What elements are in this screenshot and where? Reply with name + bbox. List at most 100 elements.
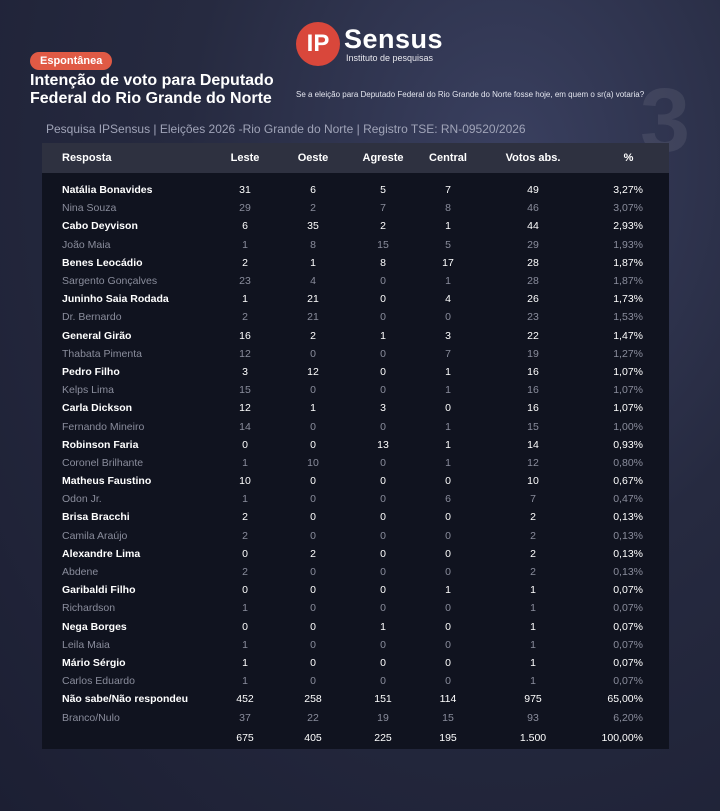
row-label: Sargento Gonçalves xyxy=(62,275,158,288)
row-value: 22 xyxy=(527,329,539,342)
row-value: 0 xyxy=(310,566,316,579)
row-value: 0,07% xyxy=(613,638,643,651)
column-header: Resposta xyxy=(62,152,112,164)
row-value: 23 xyxy=(527,311,539,324)
row-value: 1,07% xyxy=(613,402,643,415)
row-value: 15 xyxy=(527,420,539,433)
column-header: Agreste xyxy=(362,152,404,164)
row-value: 0 xyxy=(445,402,451,415)
total-value: 100,00% xyxy=(601,731,643,744)
row-value: 0,07% xyxy=(613,675,643,688)
row-value: 0 xyxy=(445,638,451,651)
row-value: 0 xyxy=(310,347,316,360)
row-value: 19 xyxy=(527,347,539,360)
row-value: 28 xyxy=(527,256,539,269)
row-value: 44 xyxy=(527,220,539,233)
row-value: 31 xyxy=(239,184,251,197)
row-value: 0 xyxy=(310,584,316,597)
row-value: 0 xyxy=(310,529,316,542)
row-value: 1 xyxy=(242,638,248,651)
row-value: 0,67% xyxy=(613,475,643,488)
row-label: Brisa Bracchi xyxy=(62,511,130,524)
table-row: Juninho Saia Rodada 1 21 0 4 26 1,73% xyxy=(42,290,669,308)
column-header: Central xyxy=(429,152,467,164)
row-value: 65,00% xyxy=(607,693,643,706)
row-value: 1 xyxy=(530,675,536,688)
row-value: 2 xyxy=(242,256,248,269)
row-value: 46 xyxy=(527,202,539,215)
row-value: 21 xyxy=(307,311,319,324)
row-value: 7 xyxy=(380,202,386,215)
row-value: 0 xyxy=(242,438,248,451)
row-label: Matheus Faustino xyxy=(62,475,152,488)
row-label: Alexandre Lima xyxy=(62,547,141,560)
row-label: Leila Maia xyxy=(62,638,110,651)
logo-tagline: Instituto de pesquisas xyxy=(346,53,434,63)
row-value: 0 xyxy=(380,602,386,615)
table-row: Benes Leocádio 2 1 8 17 28 1,87% xyxy=(42,254,669,272)
row-value: 0 xyxy=(380,311,386,324)
row-value: 26 xyxy=(527,293,539,306)
row-value: 2 xyxy=(530,566,536,579)
row-value: 0 xyxy=(445,675,451,688)
row-label: Kelps Lima xyxy=(62,384,114,397)
row-value: 1 xyxy=(445,275,451,288)
row-value: 0,07% xyxy=(613,656,643,669)
table-row: Natália Bonavides 31 6 5 7 49 3,27% xyxy=(42,181,669,199)
row-value: 1 xyxy=(310,402,316,415)
row-value: 0 xyxy=(380,475,386,488)
row-value: 0,80% xyxy=(613,456,643,469)
column-header: Oeste xyxy=(297,152,329,164)
row-value: 13 xyxy=(377,438,389,451)
row-value: 0 xyxy=(380,347,386,360)
row-value: 15 xyxy=(377,238,389,251)
row-value: 0,13% xyxy=(613,529,643,542)
row-label: Natália Bonavides xyxy=(62,184,153,197)
survey-subtitle: Pesquisa IPSensus | Eleições 2026 -Rio G… xyxy=(46,122,526,136)
row-value: 3,27% xyxy=(613,184,643,197)
ipsensus-logo: IP Sensus Instituto de pesquisas xyxy=(296,22,443,66)
row-value: 12 xyxy=(527,456,539,469)
row-value: 1 xyxy=(445,384,451,397)
row-value: 2,93% xyxy=(613,220,643,233)
row-value: 0 xyxy=(380,584,386,597)
row-value: 0 xyxy=(310,602,316,615)
row-label: Garibaldi Filho xyxy=(62,584,136,597)
row-value: 2 xyxy=(242,511,248,524)
row-value: 151 xyxy=(374,693,392,706)
row-value: 0,93% xyxy=(613,438,643,451)
row-value: 1 xyxy=(530,584,536,597)
row-value: 15 xyxy=(239,384,251,397)
total-value: 225 xyxy=(374,731,392,744)
row-value: 49 xyxy=(527,184,539,197)
row-value: 2 xyxy=(380,220,386,233)
row-value: 1,07% xyxy=(613,384,643,397)
row-value: 1,87% xyxy=(613,256,643,269)
row-value: 1,07% xyxy=(613,365,643,378)
row-value: 14 xyxy=(239,420,251,433)
row-value: 8 xyxy=(310,238,316,251)
row-value: 1 xyxy=(445,438,451,451)
table-row: Nega Borges 0 0 1 0 1 0,07% xyxy=(42,618,669,636)
row-label: Cabo Deyvison xyxy=(62,220,138,233)
row-value: 2 xyxy=(242,566,248,579)
table-row: Cabo Deyvison 6 35 2 1 44 2,93% xyxy=(42,217,669,235)
row-value: 2 xyxy=(310,202,316,215)
table-row: Dr. Bernardo 2 21 0 0 23 1,53% xyxy=(42,308,669,326)
row-value: 12 xyxy=(239,347,251,360)
row-value: 16 xyxy=(527,384,539,397)
row-value: 0 xyxy=(445,656,451,669)
row-value: 0 xyxy=(310,384,316,397)
row-label: Juninho Saia Rodada xyxy=(62,293,169,306)
row-value: 29 xyxy=(527,238,539,251)
row-value: 0 xyxy=(242,620,248,633)
table-row: Robinson Faria 0 0 13 1 14 0,93% xyxy=(42,436,669,454)
row-value: 7 xyxy=(445,184,451,197)
row-value: 2 xyxy=(530,529,536,542)
total-value: 195 xyxy=(439,731,457,744)
row-value: 0 xyxy=(445,475,451,488)
row-value: 6 xyxy=(242,220,248,233)
row-value: 1,93% xyxy=(613,238,643,251)
table-row: Garibaldi Filho 0 0 0 1 1 0,07% xyxy=(42,581,669,599)
table-body: Natália Bonavides 31 6 5 7 49 3,27% Nina Souza 2… xyxy=(42,181,669,747)
